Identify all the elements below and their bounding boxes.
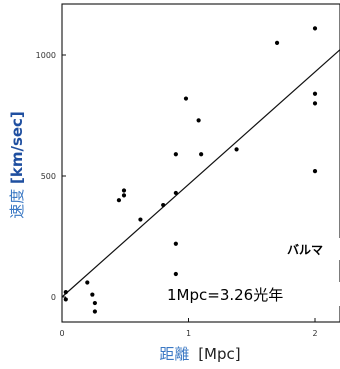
x-axis-title-unit: [Mpc] xyxy=(198,345,240,363)
data-point xyxy=(63,290,68,295)
y-tick-label: 0 xyxy=(51,293,56,302)
data-points xyxy=(63,26,318,314)
x-tick-label: 0 xyxy=(59,329,64,338)
y-axis-title: 速度 [km/sec] xyxy=(8,111,26,219)
x-axis-title: 距離 [Mpc] xyxy=(159,345,240,363)
y-axis-title-cjk: 速度 xyxy=(8,189,26,219)
data-point xyxy=(312,26,318,31)
data-point xyxy=(138,217,143,222)
data-point xyxy=(199,152,204,157)
data-point xyxy=(92,309,97,314)
plot-frame xyxy=(61,3,340,323)
data-point xyxy=(63,297,68,302)
data-point xyxy=(173,152,178,157)
annotation-bg xyxy=(283,238,340,260)
data-point xyxy=(196,118,201,123)
fit-line xyxy=(61,48,340,298)
data-point xyxy=(173,241,178,246)
data-point xyxy=(173,190,178,196)
data-point xyxy=(173,271,178,277)
data-point xyxy=(85,280,90,285)
x-tick-label: 2 xyxy=(312,329,317,338)
data-point xyxy=(183,96,189,101)
data-point xyxy=(121,188,127,193)
annotation-mpc: 1Mpc=3.26光年 xyxy=(167,286,283,304)
y-tick-label: 1000 xyxy=(36,51,56,60)
data-point xyxy=(234,147,239,152)
y-tick-label: 500 xyxy=(41,172,56,181)
data-point xyxy=(274,40,280,46)
data-point xyxy=(312,101,318,106)
data-point xyxy=(90,292,95,297)
data-point xyxy=(312,169,318,174)
data-point xyxy=(116,198,122,203)
annotation-balmer: バルマ xyxy=(287,243,323,257)
x-tick-label: 1 xyxy=(186,329,191,338)
data-point xyxy=(312,91,318,96)
x-axis-title-cjk: 距離 xyxy=(159,345,189,363)
data-point xyxy=(161,202,166,208)
data-point xyxy=(121,193,127,198)
data-point xyxy=(92,300,97,306)
x-axis-ticks: 0 1 2 xyxy=(59,318,318,338)
y-axis-ticks: 0 500 1000 xyxy=(36,51,66,302)
y-axis-title-unit: [km/sec] xyxy=(8,111,26,184)
annotation2-bg xyxy=(160,282,340,306)
